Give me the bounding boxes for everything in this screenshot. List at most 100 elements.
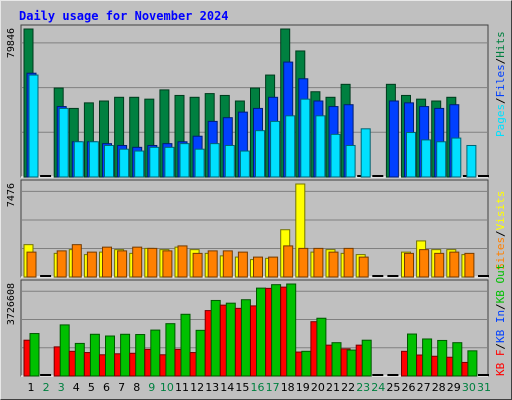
bar-sites xyxy=(449,251,460,278)
x-tick-label: 25 xyxy=(386,381,400,394)
legend-pages: Pages xyxy=(494,104,507,137)
panel-2-max-label: 7476 xyxy=(6,183,17,207)
bar-pages xyxy=(149,146,160,178)
bar-sites xyxy=(102,246,112,278)
x-tick-label: 6 xyxy=(103,381,110,394)
bar-sites xyxy=(177,245,188,278)
bar-kb-out xyxy=(331,342,342,377)
bar-pages xyxy=(194,148,205,178)
x-tick-label: 15 xyxy=(235,381,249,394)
bar-kb-out xyxy=(135,334,146,377)
legend-sites: Sites xyxy=(494,237,507,270)
bar-sites xyxy=(26,251,37,278)
bar-sites xyxy=(268,256,279,278)
bar-kb-out xyxy=(316,317,327,377)
x-tick-label: 4 xyxy=(73,381,80,394)
bar-kb-out xyxy=(467,350,478,377)
x-tick-label: 28 xyxy=(432,381,446,394)
x-tick-label: 11 xyxy=(175,381,189,394)
bar-kb-out xyxy=(286,283,297,377)
bar-kb-out xyxy=(407,333,417,377)
x-tick-label: 13 xyxy=(205,381,219,394)
bar-sites xyxy=(313,247,324,278)
bar-pages xyxy=(345,144,356,178)
x-tick-label: 24 xyxy=(371,381,385,394)
x-tick-label: 22 xyxy=(341,381,355,394)
bar-kb-out xyxy=(74,342,85,377)
bar-sites xyxy=(434,252,445,278)
bar-sites xyxy=(298,247,309,278)
bar-pages xyxy=(209,143,220,178)
chart-title: Daily usage for November 2024 xyxy=(19,9,229,23)
legend-separator: / xyxy=(494,230,507,237)
panel-1-max-label: 79846 xyxy=(6,28,17,58)
x-tick-label: 26 xyxy=(402,381,416,394)
bar-sites xyxy=(358,256,369,278)
legend-separator: / xyxy=(494,58,507,65)
legend-files: Files xyxy=(494,64,507,97)
legend-kb-f: KB F xyxy=(494,350,507,377)
legend-separator: / xyxy=(494,97,507,104)
x-tick-label: 2 xyxy=(43,381,50,394)
bar-kb-out xyxy=(271,284,282,377)
bar-sites xyxy=(419,249,430,278)
legend-kb-out: KB Out xyxy=(494,264,507,304)
bar-sites xyxy=(253,256,263,278)
legend-kb-in: KB In xyxy=(494,310,507,343)
bar-sites xyxy=(237,251,248,278)
bar-kb-out xyxy=(256,287,266,377)
x-tick-label: 3 xyxy=(58,381,65,394)
bar-sites xyxy=(147,247,158,278)
bar-kb-out xyxy=(452,342,463,377)
bar-kb-out xyxy=(180,313,191,377)
x-tick-label: 9 xyxy=(148,381,155,394)
x-tick-label: 20 xyxy=(311,381,325,394)
x-tick-label: 30 xyxy=(462,381,476,394)
bar-sites xyxy=(162,250,173,278)
bar-pages xyxy=(285,115,296,178)
x-tick-label: 1 xyxy=(28,381,35,394)
bar-pages xyxy=(421,139,432,178)
bar-kb-out xyxy=(240,299,251,377)
bar-sites xyxy=(283,245,294,278)
bar-sites xyxy=(222,250,233,278)
bar-pages xyxy=(436,141,447,178)
bar-kb-out xyxy=(437,339,448,377)
bar-pages xyxy=(88,141,99,178)
bar-kb-out xyxy=(346,349,357,377)
x-tick-label: 16 xyxy=(251,381,265,394)
bar-pages xyxy=(104,144,114,178)
bar-kb-out xyxy=(195,329,206,377)
bar-kb-out xyxy=(59,324,70,377)
bar-kb-out xyxy=(210,299,221,377)
bar-kb-out xyxy=(120,333,131,377)
x-tick-label: 23 xyxy=(356,381,370,394)
bar-sites xyxy=(464,252,475,278)
bar-sites xyxy=(86,251,97,278)
x-tick-label: 27 xyxy=(417,381,431,394)
x-tick-label: 29 xyxy=(447,381,461,394)
bar-sites xyxy=(404,252,414,278)
x-tick-label: 5 xyxy=(88,381,95,394)
bar-kb-out xyxy=(29,333,40,377)
x-tick-label: 17 xyxy=(266,381,280,394)
bar-sites xyxy=(207,250,218,278)
bar-pages xyxy=(73,141,84,178)
x-tick-label: 12 xyxy=(190,381,204,394)
bar-pages xyxy=(451,137,462,178)
bar-kb-out xyxy=(165,323,176,377)
bar-sites xyxy=(343,247,354,278)
bar-sites xyxy=(71,244,82,278)
bar-kb-out xyxy=(422,338,433,377)
bar-pages xyxy=(270,120,281,178)
bar-kb-out xyxy=(361,339,372,377)
bar-pages xyxy=(300,98,311,178)
bar-sites xyxy=(132,246,143,278)
bar-sites xyxy=(56,250,67,278)
x-tick-label: 7 xyxy=(118,381,125,394)
bar-sites xyxy=(192,252,203,278)
bar-kb-out xyxy=(225,302,236,377)
bar-pages xyxy=(406,132,416,178)
bar-pages xyxy=(360,128,371,178)
